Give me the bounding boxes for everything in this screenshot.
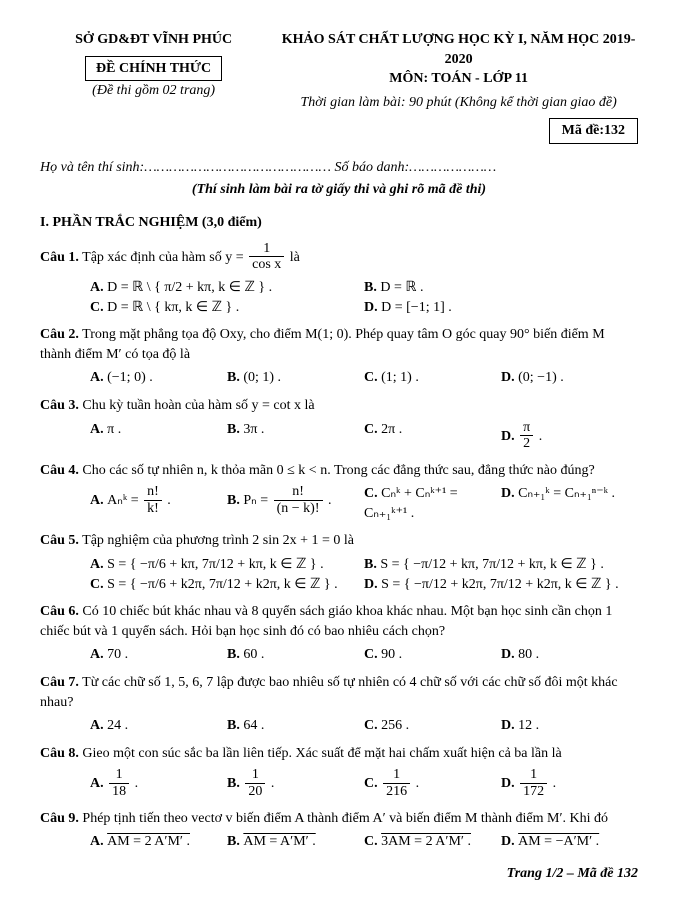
question-5: Câu 5. Tập nghiệm của phương trình 2 sin… bbox=[40, 531, 638, 594]
q9-opt-b: AM = A′M′ . bbox=[243, 834, 315, 849]
q7-text: Từ các chữ số 1, 5, 6, 7 lập được bao nh… bbox=[40, 675, 618, 710]
official-box: ĐỀ CHÍNH THỨC bbox=[85, 56, 222, 82]
q3-opt-c: 2π . bbox=[381, 422, 402, 437]
q5-label: Câu 5. bbox=[40, 533, 79, 548]
q1-text-a: Tập xác định của hàm số bbox=[82, 250, 225, 265]
q9-text: Phép tịnh tiến theo vectơ v biến điểm A … bbox=[82, 811, 608, 826]
q7-opt-d: 12 . bbox=[518, 718, 539, 733]
q1-text-b: là bbox=[290, 250, 300, 265]
q6-opt-b: 60 . bbox=[243, 647, 264, 662]
question-1: Câu 1. Tập xác định của hàm số y = 1cos … bbox=[40, 241, 638, 317]
q9-label: Câu 9. bbox=[40, 811, 79, 826]
q5-opt-d: S = { −π/12 + k2π, 7π/12 + k2π, k ∈ ℤ } … bbox=[381, 577, 618, 592]
q2-opt-c: (1; 1) . bbox=[381, 370, 419, 385]
q6-label: Câu 6. bbox=[40, 604, 79, 619]
q5-opt-b: S = { −π/12 + kπ, 7π/12 + kπ, k ∈ ℤ } . bbox=[380, 557, 603, 572]
q7-opt-b: 64 . bbox=[243, 718, 264, 733]
subject: MÔN: TOÁN - LỚP 11 bbox=[279, 69, 638, 89]
q1-label: Câu 1. bbox=[40, 250, 79, 265]
q8-text: Gieo một con súc sắc ba lần liên tiếp. X… bbox=[82, 746, 561, 761]
q6-opt-d: 80 . bbox=[518, 647, 539, 662]
q2-opt-d: (0; −1) . bbox=[518, 370, 564, 385]
header-left: SỞ GD&ĐT VĨNH PHÚC ĐỀ CHÍNH THỨC (Đề thi… bbox=[40, 30, 267, 101]
q6-text: Có 10 chiếc bút khác nhau và 8 quyển sác… bbox=[40, 604, 612, 639]
q1-opt-a: D = ℝ \ { π/2 + kπ, k ∈ ℤ } . bbox=[107, 280, 272, 295]
q9-opt-a: AM = 2 A′M′ . bbox=[107, 834, 190, 849]
question-3: Câu 3. Chu kỳ tuần hoàn của hàm số y = c… bbox=[40, 396, 638, 453]
q2-opt-b: (0; 1) . bbox=[243, 370, 281, 385]
exam-code: Mã đề:132 bbox=[549, 118, 638, 144]
header-right: KHẢO SÁT CHẤT LƯỢNG HỌC KỲ I, NĂM HỌC 20… bbox=[279, 30, 638, 144]
header: SỞ GD&ĐT VĨNH PHÚC ĐỀ CHÍNH THỨC (Đề thi… bbox=[40, 30, 638, 144]
question-9: Câu 9. Phép tịnh tiến theo vectơ v biến … bbox=[40, 809, 638, 852]
question-8: Câu 8. Gieo một con súc sắc ba lần liên … bbox=[40, 744, 638, 801]
q4-opt-d: Cₙ₊₁ᵏ = Cₙ₊₁ⁿ⁻ᵏ . bbox=[518, 486, 615, 501]
question-7: Câu 7. Từ các chữ số 1, 5, 6, 7 lập được… bbox=[40, 673, 638, 736]
q6-opt-a: 70 . bbox=[107, 647, 128, 662]
question-4: Câu 4. Cho các số tự nhiên n, k thỏa mãn… bbox=[40, 461, 638, 524]
q3-opt-b: 3π . bbox=[243, 422, 264, 437]
q2-label: Câu 2. bbox=[40, 327, 79, 342]
q5-text: Tập nghiệm của phương trình 2 sin 2x + 1… bbox=[82, 533, 354, 548]
question-6: Câu 6. Có 10 chiếc bút khác nhau và 8 qu… bbox=[40, 602, 638, 665]
q9-opt-d: AM = −A′M′ . bbox=[518, 834, 599, 849]
pages-note: (Đề thi gồm 02 trang) bbox=[40, 81, 267, 101]
student-name-label: Họ và tên thí sinh:……………………………………… bbox=[40, 160, 331, 175]
section-title: I. PHẦN TRẮC NGHIỆM (3,0 điểm) bbox=[40, 213, 638, 233]
q1-opt-c: D = ℝ \ { kπ, k ∈ ℤ } . bbox=[107, 300, 239, 315]
instruction: (Thí sinh làm bài ra tờ giấy thi và ghi … bbox=[40, 180, 638, 200]
student-row: Họ và tên thí sinh:……………………………………… Số bá… bbox=[40, 158, 638, 178]
page-footer: Trang 1/2 – Mã đề 132 bbox=[40, 864, 638, 884]
q3-text: Chu kỳ tuần hoàn của hàm số y = cot x là bbox=[82, 398, 314, 413]
q7-opt-c: 256 . bbox=[381, 718, 409, 733]
q4-label: Câu 4. bbox=[40, 463, 79, 478]
q1-opt-d: D = [−1; 1] . bbox=[381, 300, 452, 315]
student-id-label: Số báo danh:………………… bbox=[334, 160, 496, 175]
question-2: Câu 2. Trong mặt phẳng tọa độ Oxy, cho đ… bbox=[40, 325, 638, 388]
q5-opt-a: S = { −π/6 + kπ, 7π/12 + kπ, k ∈ ℤ } . bbox=[107, 557, 323, 572]
q4-text: Cho các số tự nhiên n, k thỏa mãn 0 ≤ k … bbox=[82, 463, 594, 478]
q9-opt-c: 3AM = 2 A′M′ . bbox=[381, 834, 471, 849]
q1-eq: y = 1cos x bbox=[225, 250, 290, 265]
org-name: SỞ GD&ĐT VĨNH PHÚC bbox=[40, 30, 267, 50]
q3-label: Câu 3. bbox=[40, 398, 79, 413]
time-note: Thời gian làm bài: 90 phút (Không kể thờ… bbox=[279, 93, 638, 113]
exam-title: KHẢO SÁT CHẤT LƯỢNG HỌC KỲ I, NĂM HỌC 20… bbox=[279, 30, 638, 69]
q5-opt-c: S = { −π/6 + k2π, 7π/12 + k2π, k ∈ ℤ } . bbox=[107, 577, 337, 592]
q3-opt-a: π . bbox=[107, 422, 121, 437]
q1-opt-b: D = ℝ . bbox=[380, 280, 423, 295]
q2-text: Trong mặt phẳng tọa độ Oxy, cho điểm M(1… bbox=[40, 327, 605, 362]
q6-opt-c: 90 . bbox=[381, 647, 402, 662]
q7-opt-a: 24 . bbox=[107, 718, 128, 733]
q7-label: Câu 7. bbox=[40, 675, 79, 690]
q8-label: Câu 8. bbox=[40, 746, 79, 761]
q2-opt-a: (−1; 0) . bbox=[107, 370, 153, 385]
